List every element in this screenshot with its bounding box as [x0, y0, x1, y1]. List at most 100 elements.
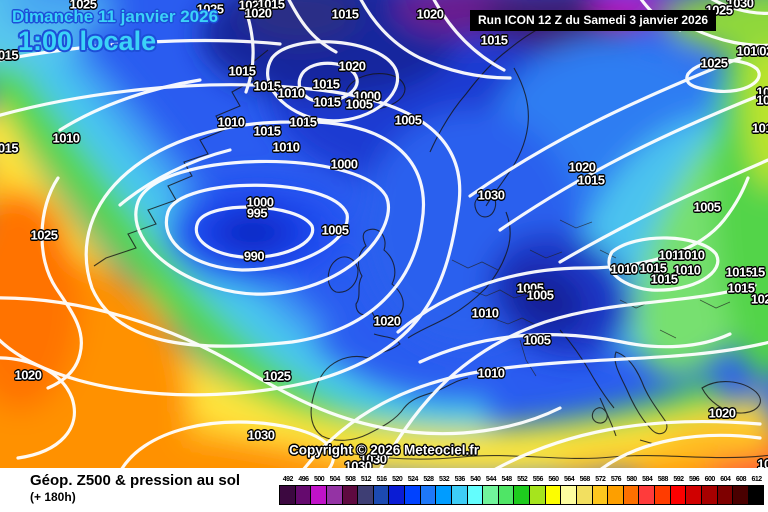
legend-swatch [544, 485, 562, 505]
pressure-label: 1005 [693, 199, 721, 215]
pressure-label: 101 [751, 120, 768, 136]
pressure-label: 1010 [736, 43, 764, 59]
pressure-label: 1015 [289, 114, 317, 130]
isobar-contours [0, 0, 768, 468]
legend-cell: 540 [466, 474, 484, 505]
legend-swatch [607, 485, 624, 505]
pressure-label: 1005 [345, 96, 373, 112]
legend-swatch [404, 485, 421, 505]
legend-cell: 528 [419, 474, 437, 505]
legend-swatch [529, 485, 546, 505]
legend-value: 532 [438, 476, 450, 483]
legend-value: 548 [501, 476, 512, 483]
pressure-label: 1025 [69, 0, 97, 12]
legend-value: 556 [532, 476, 544, 483]
pressure-label: 1015 [257, 0, 285, 12]
legend-cell: 496 [294, 474, 312, 505]
legend-value: 572 [595, 476, 606, 483]
legend-cell: 596 [685, 474, 702, 505]
legend-cell: 532 [435, 474, 452, 505]
legend-swatch [591, 485, 609, 505]
legend-cell: 556 [529, 474, 546, 505]
map-caption: Géop. Z500 & pression au sol (+ 180h) [30, 472, 240, 504]
legend-cell: 564 [560, 474, 577, 505]
legend-swatch [310, 485, 327, 505]
legend-cell: 512 [357, 474, 374, 505]
pressure-label: 10 [757, 456, 768, 469]
pressure-label: 1025 [263, 368, 291, 384]
legend-swatch [669, 485, 687, 505]
legend-value: 512 [360, 476, 372, 483]
legend-cell: 508 [341, 474, 359, 505]
pressure-label: 015 [0, 47, 19, 63]
pressure-label: 1015 [650, 271, 678, 287]
legend-swatch [357, 485, 374, 505]
legend-swatch [466, 485, 484, 505]
legend-cell: 584 [638, 474, 655, 505]
legend-cell: 572 [591, 474, 609, 505]
pressure-label: 02 [759, 43, 768, 59]
legend-value: 524 [407, 476, 419, 483]
legend-value: 568 [579, 476, 591, 483]
legend-swatch [654, 485, 671, 505]
geopotential-field [0, 0, 768, 468]
pressure-label: 1020 [708, 405, 736, 421]
pressure-label: 1020 [416, 6, 444, 22]
forecast-local-time: 1:00 locale [18, 26, 157, 56]
pressure-label: 1030 [247, 427, 275, 443]
pressure-label: 1015 [228, 63, 256, 79]
pressure-label: 1005 [321, 222, 349, 238]
legend-swatch [638, 485, 655, 505]
legend-swatch [747, 485, 765, 505]
legend-cell: 536 [450, 474, 468, 505]
pressure-label: 1000 [330, 156, 358, 172]
legend-cell: 576 [607, 474, 624, 505]
legend-cell: 544 [482, 474, 499, 505]
legend-swatch [279, 485, 296, 505]
legend-cell: 500 [310, 474, 327, 505]
pressure-label: 1020 [338, 58, 366, 74]
legend-swatch [325, 485, 343, 505]
legend-value: 592 [673, 476, 684, 483]
pressure-label: 995 [246, 205, 268, 221]
legend-cell: 568 [575, 474, 593, 505]
legend-swatch [560, 485, 577, 505]
legend-cell: 592 [669, 474, 687, 505]
legend-value: 500 [313, 476, 325, 483]
pressure-label: 1015 [727, 280, 755, 296]
pressure-label: 1015 [312, 76, 340, 92]
legend-value: 492 [282, 476, 294, 483]
legend-swatch [372, 485, 390, 505]
legend-value: 600 [704, 476, 716, 483]
legend-swatch [341, 485, 359, 505]
pressure-label: 1010 [471, 305, 499, 321]
pressure-label: 1010 [477, 365, 505, 381]
pressure-label: 1015 [480, 32, 508, 48]
legend-cell: 612 [747, 474, 765, 505]
legend-cell: 524 [404, 474, 421, 505]
legend-swatch [388, 485, 405, 505]
pressure-label: 1025 [238, 0, 266, 13]
pressure-label: 1030 [359, 451, 387, 467]
pressure-label: 1010 [677, 247, 705, 263]
map-title: Géop. Z500 & pression au sol [30, 472, 241, 489]
legend-cell: 548 [497, 474, 515, 505]
forecast-date: Dimanche 11 janvier 2026 [12, 7, 219, 26]
legend-cell: 504 [325, 474, 343, 505]
legend-swatch [575, 485, 593, 505]
pressure-label: 1015 [577, 172, 605, 188]
pressure-label: 1020 [568, 159, 596, 175]
pressure-label: 1010 [272, 139, 300, 155]
pressure-label: 1010 [610, 261, 638, 277]
pressure-label: 10 [756, 84, 768, 100]
pressure-label: 1030 [344, 458, 372, 469]
legend-swatch [450, 485, 468, 505]
pressure-label: 1015 [313, 94, 341, 110]
legend-value: 608 [735, 476, 747, 483]
legend-swatch [419, 485, 437, 505]
legend-cell: 580 [622, 474, 640, 505]
legend-value: 504 [329, 476, 341, 483]
pressure-label: 1020 [14, 367, 42, 383]
pressure-label: 1010 [52, 130, 80, 146]
